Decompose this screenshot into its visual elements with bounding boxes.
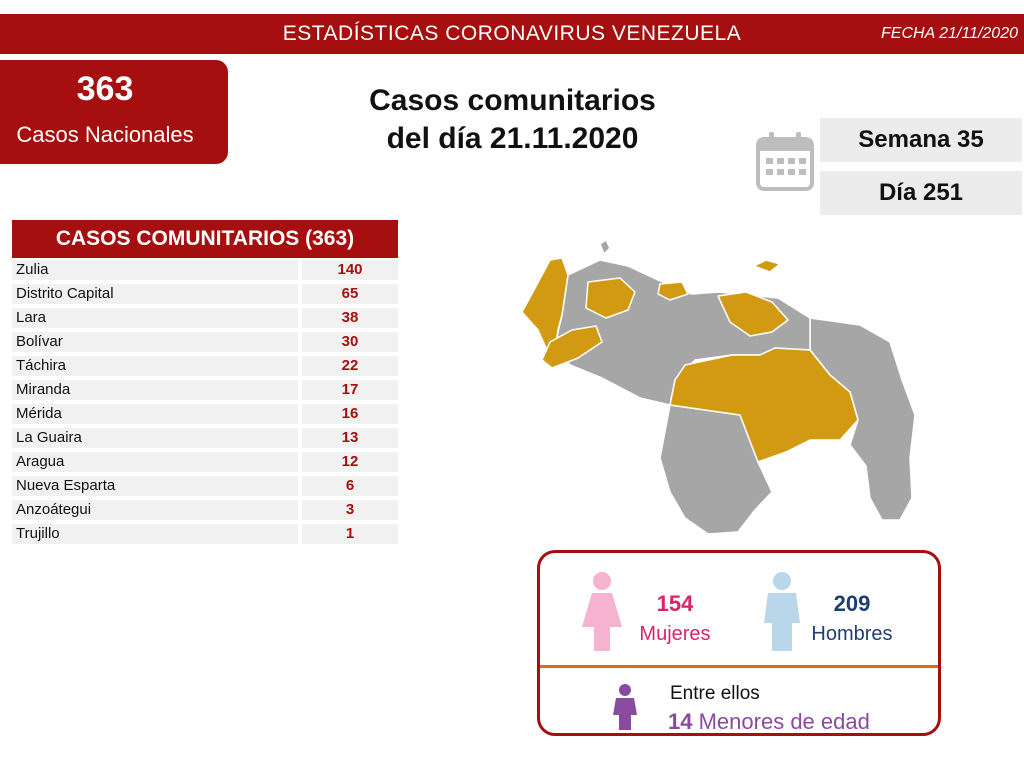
state-name: Miranda [12,380,298,400]
state-name: Trujillo [12,524,298,544]
map-region-anzoategui [717,291,789,337]
minors-count: 14 [668,709,693,734]
male-figure-icon [764,572,800,651]
state-cases: 140 [302,260,398,280]
national-cases-count: 363 [76,70,134,108]
state-cases: 13 [302,428,398,448]
state-name: Bolívar [12,332,298,352]
table-row: Zulia 140 [12,258,398,282]
state-name: Mérida [12,404,298,424]
day-box: Día 251 [820,171,1022,215]
child-figure-icon [613,684,637,730]
state-cases: 22 [302,356,398,376]
state-cases: 16 [302,404,398,424]
state-cases: 3 [302,500,398,520]
table-row: Trujillo 1 [12,522,398,546]
table-row: Distrito Capital 65 [12,282,398,306]
map-region-nueva-esparta [753,259,781,273]
table-row: La Guaira 13 [12,426,398,450]
between-label: Entre ellos [670,683,760,704]
state-name: Nueva Esparta [12,476,298,496]
gender-divider [540,665,938,668]
state-cases: 1 [302,524,398,544]
state-cases: 6 [302,476,398,496]
table-row: Nueva Esparta 6 [12,474,398,498]
state-name: Lara [12,308,298,328]
map-region-bolivar [669,347,859,463]
female-count: 154 [656,591,694,616]
header-bar: ESTADÍSTICAS CORONAVIRUS VENEZUELA FECHA… [0,14,1024,54]
map-region-andes [541,325,603,369]
state-name: Anzoátegui [12,500,298,520]
state-cases: 12 [302,452,398,472]
cases-table-title: CASOS COMUNITARIOS (363) [12,220,398,258]
state-cases: 30 [302,332,398,352]
national-cases-panel: 363 Casos Nacionales [0,60,228,164]
header-date: FECHA 21/11/2020 [881,25,1018,42]
state-cases: 38 [302,308,398,328]
state-cases: 17 [302,380,398,400]
calendar-icon [756,132,814,191]
gender-breakdown-panel: 154 Mujeres 209 Hombres Entre ellos 14 M… [537,550,941,736]
state-name: Táchira [12,356,298,376]
state-cases: 65 [302,284,398,304]
venezuela-map [521,239,916,535]
table-row: Mérida 16 [12,402,398,426]
male-label: Hombres [811,623,893,645]
national-cases-label: Casos Nacionales [16,122,194,147]
map-region-island [599,239,611,255]
table-row: Táchira 22 [12,354,398,378]
cases-table-body: Zulia 140 Distrito Capital 65 Lara 38 Bolívar 3… [12,258,398,546]
table-row: Bolívar 30 [12,330,398,354]
week-box: Semana 35 [820,118,1022,162]
headline-line-1: Casos comunitarios [369,84,656,117]
minors-line: 14 Menores de edad [668,709,870,735]
male-count: 209 [833,591,871,616]
map-region-capital [657,281,689,301]
header-title: ESTADÍSTICAS CORONAVIRUS VENEZUELA [282,22,742,45]
female-figure-icon [582,572,622,651]
table-row: Lara 38 [12,306,398,330]
table-row: Miranda 17 [12,378,398,402]
state-name: Zulia [12,260,298,280]
table-row: Aragua 12 [12,450,398,474]
map-region-lara [585,277,636,319]
state-name: Aragua [12,452,298,472]
table-row: Anzoátegui 3 [12,498,398,522]
female-label: Mujeres [639,623,711,645]
minors-label: Menores de edad [698,709,870,734]
cases-table: CASOS COMUNITARIOS (363) Zulia 140 Distrit… [12,220,398,546]
headline: Casos comunitarios del día 21.11.2020 [340,82,685,158]
state-name: La Guaira [12,428,298,448]
state-name: Distrito Capital [12,284,298,304]
headline-line-2: del día 21.11.2020 [386,122,639,155]
